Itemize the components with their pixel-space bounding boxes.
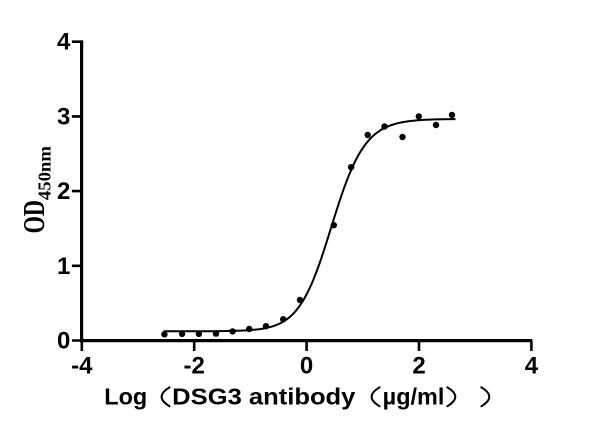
svg-text:3: 3 — [57, 103, 70, 130]
svg-text:µg/ml: µg/ml — [383, 384, 445, 410]
svg-text:4: 4 — [525, 353, 539, 380]
svg-text:Log: Log — [104, 384, 147, 410]
svg-text:0: 0 — [57, 328, 70, 355]
svg-text:OD450nm: OD450nm — [17, 146, 54, 234]
svg-text:-2: -2 — [184, 353, 205, 380]
svg-text:2: 2 — [412, 353, 425, 380]
svg-text:2: 2 — [57, 178, 70, 205]
svg-text:1: 1 — [57, 253, 70, 280]
svg-text:4: 4 — [57, 29, 71, 56]
svg-text:DSG3 antibody: DSG3 antibody — [172, 384, 355, 410]
svg-text:-4: -4 — [71, 353, 93, 380]
svg-text:0: 0 — [300, 353, 313, 380]
